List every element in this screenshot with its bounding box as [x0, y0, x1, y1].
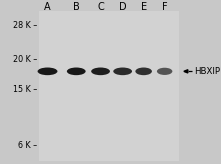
Text: C: C	[97, 2, 104, 12]
Text: 15 K –: 15 K –	[13, 85, 37, 94]
Text: 28 K –: 28 K –	[13, 21, 37, 30]
Polygon shape	[184, 70, 188, 73]
Ellipse shape	[38, 68, 57, 75]
Text: A: A	[44, 2, 51, 12]
Ellipse shape	[135, 68, 152, 75]
Text: D: D	[119, 2, 126, 12]
FancyBboxPatch shape	[39, 11, 179, 161]
Ellipse shape	[67, 68, 86, 75]
Text: E: E	[141, 2, 147, 12]
Text: B: B	[73, 2, 80, 12]
Text: HBXIP: HBXIP	[194, 67, 221, 76]
Ellipse shape	[113, 68, 132, 75]
Text: 6 K –: 6 K –	[18, 141, 37, 150]
Ellipse shape	[91, 68, 110, 75]
Text: 20 K –: 20 K –	[13, 55, 37, 64]
Ellipse shape	[157, 68, 172, 75]
Text: F: F	[162, 2, 168, 12]
